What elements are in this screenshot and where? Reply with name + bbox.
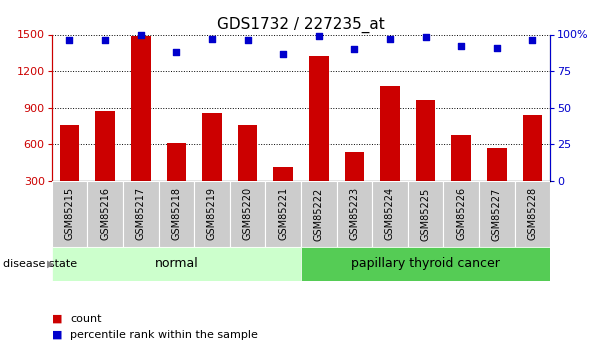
Point bbox=[457, 43, 466, 49]
Text: GSM85216: GSM85216 bbox=[100, 187, 110, 240]
Text: normal: normal bbox=[154, 257, 198, 270]
Bar bbox=[408, 181, 443, 247]
Text: count: count bbox=[70, 314, 102, 324]
Bar bbox=[202, 113, 222, 181]
Bar bbox=[479, 181, 514, 247]
Text: ▶: ▶ bbox=[47, 259, 55, 269]
Text: GSM85227: GSM85227 bbox=[492, 187, 502, 240]
Bar bbox=[416, 100, 435, 181]
Point bbox=[421, 35, 430, 40]
Text: GSM85225: GSM85225 bbox=[421, 187, 430, 240]
Bar bbox=[451, 135, 471, 181]
Bar bbox=[514, 181, 550, 247]
Text: ■: ■ bbox=[52, 314, 62, 324]
Point bbox=[385, 36, 395, 42]
Bar bbox=[345, 152, 364, 181]
Text: GSM85226: GSM85226 bbox=[456, 187, 466, 240]
Bar bbox=[131, 36, 151, 181]
Bar bbox=[167, 143, 186, 181]
Bar bbox=[487, 148, 506, 181]
Bar bbox=[523, 115, 542, 181]
Bar bbox=[372, 181, 408, 247]
Text: GSM85228: GSM85228 bbox=[527, 187, 537, 240]
Point bbox=[350, 47, 359, 52]
Bar bbox=[337, 181, 372, 247]
Text: disease state: disease state bbox=[3, 259, 77, 269]
Point bbox=[314, 33, 323, 39]
Bar bbox=[301, 247, 550, 281]
Point bbox=[100, 38, 110, 43]
Bar bbox=[194, 181, 230, 247]
Point bbox=[207, 36, 217, 42]
Point bbox=[243, 38, 252, 43]
Bar bbox=[60, 125, 79, 181]
Text: GSM85217: GSM85217 bbox=[136, 187, 146, 240]
Point bbox=[64, 38, 74, 43]
Text: GSM85224: GSM85224 bbox=[385, 187, 395, 240]
Bar bbox=[52, 247, 301, 281]
Bar bbox=[301, 181, 337, 247]
Point bbox=[278, 51, 288, 56]
Bar bbox=[380, 86, 400, 181]
Text: GSM85223: GSM85223 bbox=[350, 187, 359, 240]
Text: papillary thyroid cancer: papillary thyroid cancer bbox=[351, 257, 500, 270]
Text: GSM85221: GSM85221 bbox=[278, 187, 288, 240]
Text: percentile rank within the sample: percentile rank within the sample bbox=[70, 330, 258, 339]
Bar bbox=[230, 181, 265, 247]
Text: GSM85215: GSM85215 bbox=[64, 187, 75, 240]
Bar bbox=[88, 181, 123, 247]
Bar bbox=[159, 181, 194, 247]
Text: GSM85219: GSM85219 bbox=[207, 187, 217, 240]
Bar bbox=[443, 181, 479, 247]
Bar bbox=[95, 111, 115, 181]
Point bbox=[136, 32, 145, 37]
Text: ■: ■ bbox=[52, 330, 62, 339]
Bar bbox=[265, 181, 301, 247]
Bar bbox=[274, 167, 293, 181]
Title: GDS1732 / 227235_at: GDS1732 / 227235_at bbox=[217, 17, 385, 33]
Text: GSM85222: GSM85222 bbox=[314, 187, 324, 240]
Text: GSM85220: GSM85220 bbox=[243, 187, 252, 240]
Text: GSM85218: GSM85218 bbox=[171, 187, 181, 240]
Bar bbox=[309, 57, 328, 181]
Point bbox=[171, 49, 181, 55]
Bar bbox=[238, 125, 257, 181]
Bar bbox=[52, 181, 88, 247]
Bar bbox=[123, 181, 159, 247]
Point bbox=[528, 38, 537, 43]
Point bbox=[492, 45, 502, 50]
